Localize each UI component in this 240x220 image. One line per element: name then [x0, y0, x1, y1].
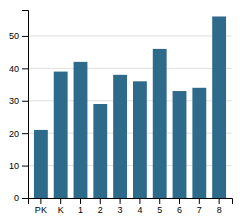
x-tick: K: [58, 198, 64, 215]
y-tick-mark: [22, 101, 28, 102]
x-tick-label: 8: [217, 205, 222, 215]
y-tick: 30: [9, 96, 28, 106]
y-tick-mark: [22, 166, 28, 167]
bar: [93, 104, 107, 198]
x-tick-mark: [159, 198, 160, 204]
y-tick: 20: [9, 129, 28, 139]
x-tick-label: 7: [197, 205, 202, 215]
x-tick: 1: [78, 198, 83, 215]
x-tick-label: K: [58, 205, 64, 215]
bar: [173, 91, 187, 198]
x-tick-label: 1: [78, 205, 83, 215]
bar: [192, 88, 206, 198]
x-tick-mark: [60, 198, 61, 204]
x-tick-mark: [80, 198, 81, 204]
grid: [28, 36, 232, 198]
bar: [74, 62, 88, 198]
x-tick-label: PK: [35, 205, 47, 215]
x-tick: 6: [177, 198, 182, 215]
y-axis-line: [22, 11, 29, 199]
bar: [54, 72, 68, 198]
y-tick: 50: [9, 31, 28, 41]
y-tick: 10: [9, 161, 28, 171]
y-tick-mark: [22, 68, 28, 69]
x-tick: 3: [118, 198, 123, 215]
grid-line: [28, 35, 232, 36]
x-tick-mark: [40, 198, 41, 204]
y-tick-label: 20: [9, 129, 19, 139]
x-axis: PK K 1 2 3 4 5 6 7 8: [29, 198, 233, 215]
y-axis: 0 10 20 30 40 50: [9, 11, 29, 204]
y-tick-label: 50: [9, 31, 19, 41]
x-tick-mark: [120, 198, 121, 204]
x-tick-mark: [179, 198, 180, 204]
bar: [133, 81, 147, 198]
x-tick-label: 3: [118, 205, 123, 215]
bar: [153, 49, 167, 198]
x-tick: PK: [35, 198, 47, 215]
x-axis-line: [29, 199, 233, 205]
y-tick-label: 0: [14, 193, 19, 203]
y-tick-mark: [22, 133, 28, 134]
bar: [212, 16, 226, 198]
x-tick-mark: [199, 198, 200, 204]
y-tick-label: 10: [9, 161, 19, 171]
grid-line: [28, 68, 232, 69]
y-tick-label: 40: [9, 64, 19, 74]
x-tick: 7: [197, 198, 202, 215]
x-tick-label: 4: [137, 205, 142, 215]
x-tick: 2: [98, 198, 103, 215]
y-tick: 0: [14, 193, 28, 203]
y-tick-mark: [22, 198, 28, 199]
y-tick: 40: [9, 64, 28, 74]
x-tick: 4: [137, 198, 142, 215]
x-tick: 5: [157, 198, 162, 215]
x-tick-mark: [100, 198, 101, 204]
bars: [34, 16, 226, 198]
x-tick: 8: [217, 198, 222, 215]
chart: 0 10 20 30 40 50 PK K 1 2 3 4 5 6 7 8: [0, 0, 240, 220]
x-tick-mark: [139, 198, 140, 204]
y-tick-label: 30: [9, 96, 19, 106]
bar: [34, 130, 48, 198]
y-tick-mark: [22, 36, 28, 37]
plot: 0 10 20 30 40 50 PK K 1 2 3 4 5 6 7 8: [9, 11, 233, 216]
x-tick-label: 6: [177, 205, 182, 215]
x-tick-mark: [219, 198, 220, 204]
x-tick-label: 5: [157, 205, 162, 215]
x-tick-label: 2: [98, 205, 103, 215]
bar: [113, 75, 127, 198]
